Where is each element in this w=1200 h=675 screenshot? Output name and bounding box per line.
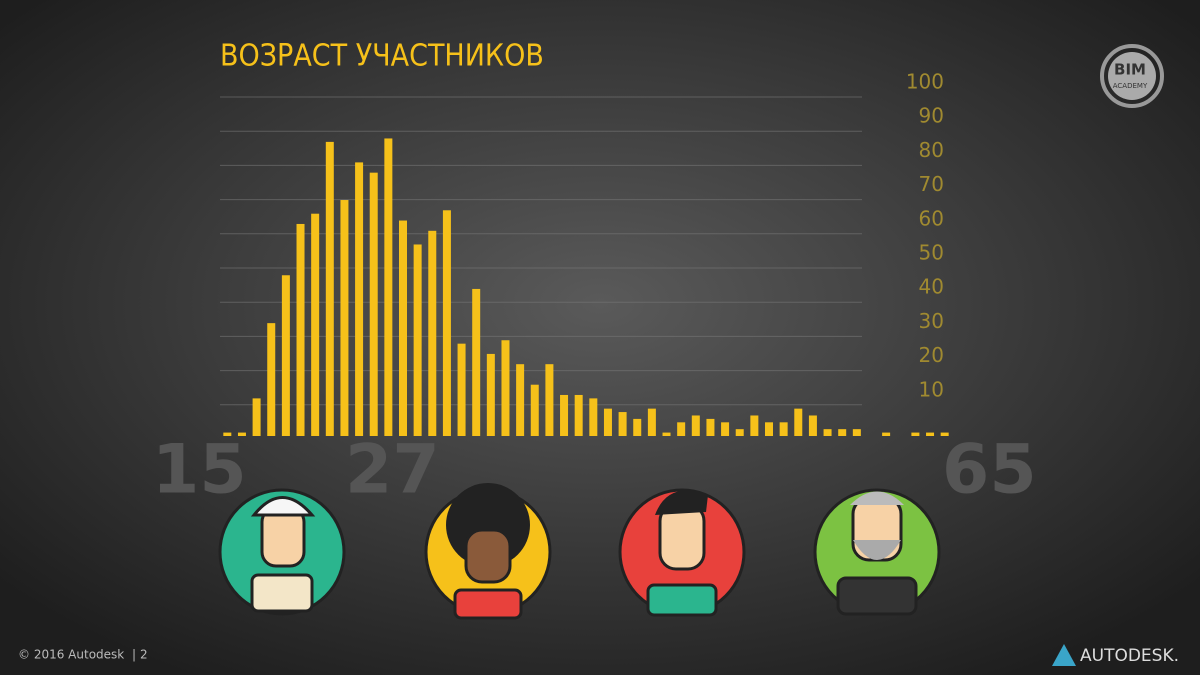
bar [662,432,671,436]
avatar-afro [424,483,552,620]
bar [384,138,393,436]
bar [340,200,349,436]
bar [442,210,451,436]
bar [486,353,495,436]
bar [706,418,715,436]
y-tick-label: 20 [919,343,944,367]
avatar-doctor [618,488,746,617]
bar [545,364,554,436]
y-tick-label: 80 [919,138,944,162]
bar [852,429,861,436]
separator: | [132,648,136,662]
age-label: 27 [345,431,440,510]
bar [808,415,817,436]
bar [281,275,290,436]
bar [457,343,466,436]
y-tick-label: 50 [919,241,944,265]
bar [560,394,569,436]
bar [355,162,364,436]
bar [399,220,407,436]
bar [779,422,788,436]
y-tick-label: 30 [919,309,944,333]
y-tick-label: 40 [919,275,944,299]
bar [647,408,656,436]
bar [603,408,612,436]
age-label: 65 [942,431,1037,510]
y-tick-label: 60 [919,206,944,230]
bar [838,429,847,436]
logo-top: BIM [1114,61,1146,79]
bim-logo: BIM ACADEMY [1100,44,1164,108]
bar [940,432,949,436]
bar [735,429,744,436]
y-tick-label: 10 [919,377,944,401]
y-tick-label: 90 [919,104,944,128]
avatars [218,483,941,620]
bar [252,398,261,436]
age-label: 15 [152,431,247,510]
autodesk-icon [1052,644,1076,666]
bar [516,364,525,436]
bar [325,141,334,436]
bar [794,408,803,436]
y-tick-label: 70 [919,172,944,196]
bar [589,398,598,436]
bar [311,213,320,436]
bar [296,223,305,436]
brand: AUTODESK. [1080,646,1179,666]
bar [472,288,481,436]
bar [765,422,773,436]
bar [882,432,891,436]
bar [823,429,832,436]
bar [428,230,437,436]
bar [677,422,686,436]
bar [926,432,935,436]
plot: 10 20 30 40 50 60 70 80 90 100 [220,70,949,436]
bar [618,412,627,436]
logo-bottom: ACADEMY [1113,82,1148,90]
copyright: © 2016 Autodesk [18,648,124,662]
bar [750,415,759,436]
page-number: 2 [140,648,148,662]
bar [633,418,642,436]
bar [237,432,246,436]
bar [691,415,700,436]
bar [501,340,510,436]
chart-title: ВОЗРАСТ УЧАСТНИКОВ [220,39,544,74]
bar [413,244,422,436]
bar [721,422,730,436]
avatar-old [813,488,941,616]
y-tick-label: 100 [906,70,944,94]
bar [574,394,583,436]
bar [267,323,276,436]
bar [369,172,378,436]
avatar-young [218,488,346,616]
bar [530,384,539,436]
bar [911,432,920,436]
bar [223,432,232,436]
